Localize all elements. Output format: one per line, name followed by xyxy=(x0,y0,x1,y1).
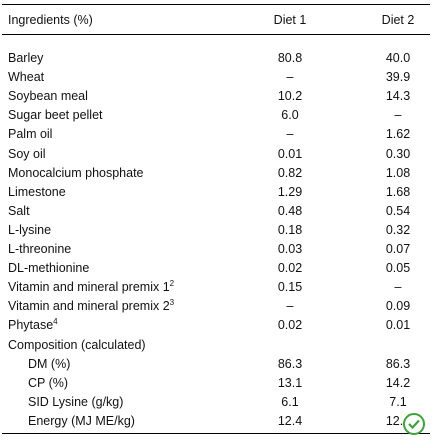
diet1-value: 0.01 xyxy=(277,146,303,161)
diet2-value: 1.08 xyxy=(385,165,411,180)
diet1-value: 0.02 xyxy=(277,261,303,276)
diet2-value: 0.54 xyxy=(385,203,411,218)
header-rule xyxy=(2,34,430,35)
diet1-value: 6.0 xyxy=(281,108,299,123)
row-label: DM (%) xyxy=(28,356,71,371)
diet1-value: 0.02 xyxy=(277,318,303,333)
column-header: Diet 2 xyxy=(381,13,415,27)
row-label: Barley xyxy=(8,51,44,65)
diet1-value: 0.15 xyxy=(277,280,303,295)
diet2-value: 0.07 xyxy=(385,242,411,256)
row-label: Phytase4 xyxy=(8,317,58,333)
diet2-value: – xyxy=(394,280,402,295)
row-label: CP (%) xyxy=(28,375,69,390)
row-label-text: Vitamin and mineral premix 1 xyxy=(8,280,170,295)
row-label: L-lysine xyxy=(8,222,52,237)
row-label: DL-methionine xyxy=(8,261,90,276)
column-header: Diet 1 xyxy=(273,13,307,27)
diet1-value: 86.3 xyxy=(277,356,303,371)
row-label: Salt xyxy=(8,203,30,218)
diet2-value: 1.62 xyxy=(385,127,411,142)
footnote-mark: 4 xyxy=(53,317,58,327)
diet2-value: 39.9 xyxy=(385,70,411,85)
diet1-value: 1.29 xyxy=(277,184,303,199)
diet1-value: – xyxy=(286,70,294,85)
row-label: Vitamin and mineral premix 23 xyxy=(8,298,174,314)
row-label: Sugar beet pellet xyxy=(8,108,103,123)
row-label-text: Phytase xyxy=(8,318,54,333)
row-label: Wheat xyxy=(8,70,45,85)
bottom-rule xyxy=(2,433,430,434)
diet2-value: 40.0 xyxy=(385,51,411,65)
diet2-value: 7.1 xyxy=(389,394,407,409)
row-label: Monocalcium phosphate xyxy=(8,165,144,180)
diet2-value: 86.3 xyxy=(385,356,411,371)
row-label: L-threonine xyxy=(8,242,72,256)
diet2-value: 0.32 xyxy=(385,222,411,237)
diet1-value: 12.4 xyxy=(277,413,303,428)
row-label: SID Lysine (g/kg) xyxy=(28,394,124,409)
diet1-value: 0.82 xyxy=(277,165,303,180)
column-header: Ingredients (%) xyxy=(8,13,93,27)
diet2-value: 14.2 xyxy=(385,375,411,390)
row-label: Energy (MJ ME/kg) xyxy=(28,413,135,428)
top-rule xyxy=(2,4,430,5)
row-label: Vitamin and mineral premix 12 xyxy=(8,279,174,295)
row-label: Limestone xyxy=(8,184,66,199)
diet2-value: 0.30 xyxy=(385,146,411,161)
diet1-value: 80.8 xyxy=(277,51,303,65)
diet1-value: 0.03 xyxy=(277,242,303,256)
row-label-text: Vitamin and mineral premix 2 xyxy=(8,299,170,314)
overlay-icon[interactable] xyxy=(402,412,426,436)
section-label: Composition (calculated) xyxy=(8,337,146,352)
footnote-mark: 2 xyxy=(169,279,175,289)
diet1-value: 6.1 xyxy=(281,394,299,409)
diet1-value: 0.48 xyxy=(277,203,303,218)
diet2-value: 0.01 xyxy=(385,318,411,333)
diet1-value: 10.2 xyxy=(277,89,303,104)
diet1-value: 0.18 xyxy=(277,222,303,237)
diet1-value: – xyxy=(286,127,294,142)
diet2-value: 14.3 xyxy=(385,89,411,104)
row-label: Soybean meal xyxy=(8,89,88,104)
diet2-value: 0.05 xyxy=(385,261,411,276)
diet1-value: 13.1 xyxy=(277,375,303,390)
diet2-value: 0.09 xyxy=(385,299,411,314)
diet2-value: – xyxy=(394,108,402,123)
row-label: Soy oil xyxy=(8,146,46,161)
diet2-value: 1.68 xyxy=(385,184,411,199)
footnote-mark: 3 xyxy=(169,298,175,308)
row-label: Palm oil xyxy=(8,127,53,142)
diet1-value: – xyxy=(286,299,294,314)
